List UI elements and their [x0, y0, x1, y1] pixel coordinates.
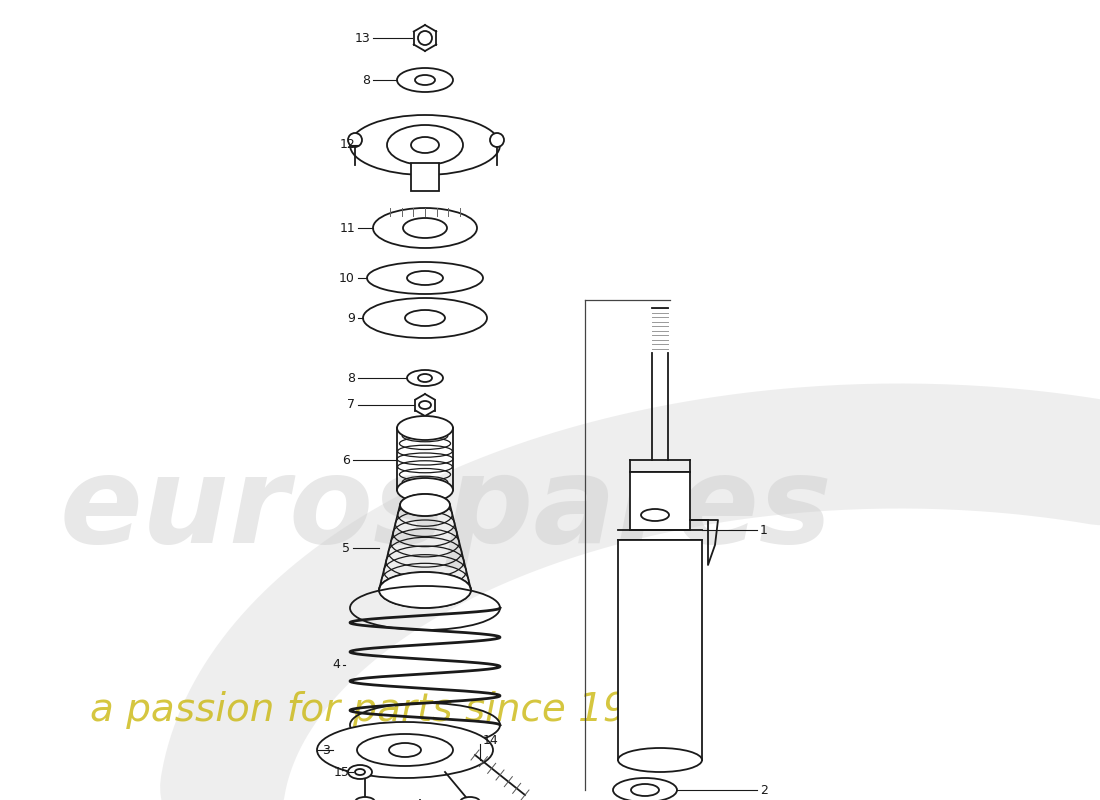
- Ellipse shape: [400, 494, 450, 516]
- Text: 8: 8: [346, 371, 355, 385]
- Text: 6: 6: [342, 454, 350, 466]
- Ellipse shape: [418, 31, 432, 45]
- Ellipse shape: [387, 125, 463, 165]
- Ellipse shape: [419, 401, 431, 409]
- Text: 8: 8: [362, 74, 370, 86]
- Text: 3: 3: [322, 743, 330, 757]
- Bar: [411, 163, 439, 191]
- Ellipse shape: [618, 748, 702, 772]
- Text: 15: 15: [334, 766, 350, 778]
- Ellipse shape: [397, 416, 453, 440]
- Ellipse shape: [407, 370, 443, 386]
- Text: eurospares: eurospares: [60, 451, 833, 569]
- Text: 5: 5: [342, 542, 350, 554]
- Ellipse shape: [631, 784, 659, 796]
- Text: 12: 12: [339, 138, 355, 151]
- Ellipse shape: [641, 509, 669, 521]
- Ellipse shape: [460, 797, 480, 800]
- Text: 11: 11: [339, 222, 355, 234]
- Text: 14: 14: [483, 734, 498, 746]
- Text: a passion for parts since 1985: a passion for parts since 1985: [90, 691, 678, 729]
- Ellipse shape: [358, 734, 453, 766]
- Text: 13: 13: [354, 31, 370, 45]
- Ellipse shape: [363, 298, 487, 338]
- Ellipse shape: [411, 137, 439, 153]
- Ellipse shape: [407, 271, 443, 285]
- Bar: [630, 472, 690, 530]
- Ellipse shape: [348, 765, 372, 779]
- Bar: [618, 540, 702, 760]
- Ellipse shape: [367, 262, 483, 294]
- Ellipse shape: [418, 374, 432, 382]
- Ellipse shape: [379, 572, 471, 608]
- Ellipse shape: [350, 115, 500, 175]
- Text: 1: 1: [760, 523, 768, 537]
- Ellipse shape: [348, 133, 362, 147]
- Text: 4: 4: [332, 658, 340, 671]
- Ellipse shape: [415, 75, 434, 85]
- Ellipse shape: [490, 133, 504, 147]
- Ellipse shape: [389, 743, 421, 757]
- Text: 10: 10: [339, 271, 355, 285]
- Ellipse shape: [405, 310, 446, 326]
- Ellipse shape: [373, 208, 477, 248]
- Ellipse shape: [613, 778, 676, 800]
- Ellipse shape: [403, 218, 447, 238]
- Ellipse shape: [355, 769, 365, 775]
- Text: 2: 2: [760, 783, 768, 797]
- Ellipse shape: [355, 797, 375, 800]
- Text: 7: 7: [346, 398, 355, 411]
- Ellipse shape: [397, 478, 453, 502]
- Ellipse shape: [397, 68, 453, 92]
- Ellipse shape: [317, 722, 493, 778]
- Text: 9: 9: [348, 311, 355, 325]
